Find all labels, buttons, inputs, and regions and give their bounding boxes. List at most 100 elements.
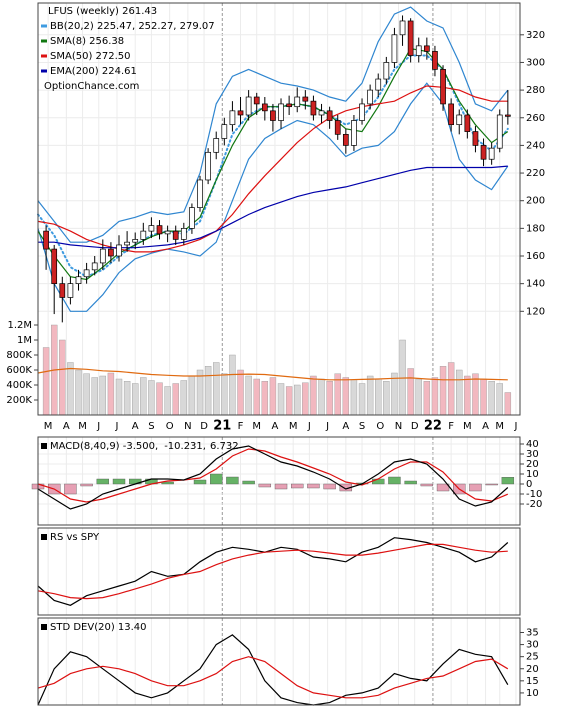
candle-body	[221, 124, 228, 139]
volume-bar	[342, 377, 350, 416]
volume-bar	[180, 380, 188, 416]
candle-body	[399, 20, 406, 36]
x-tick-label: M	[252, 421, 261, 432]
histogram-bar	[501, 477, 515, 485]
volume-bar	[204, 366, 212, 416]
volume-bar	[42, 347, 50, 416]
histogram-bar	[96, 478, 110, 485]
x-tick-label: 21	[213, 419, 231, 434]
volume-bar	[431, 377, 439, 416]
candle-body	[148, 225, 155, 232]
candle-body	[140, 230, 147, 240]
histogram-bar	[323, 483, 336, 490]
volume-tick-label: 200K	[6, 395, 32, 406]
y-tick-label: 260	[526, 113, 545, 124]
volume-bar	[75, 369, 82, 416]
candle-body	[415, 45, 422, 56]
x-tick-label: N	[184, 421, 191, 432]
legend-label: 6.732	[210, 441, 239, 452]
histogram-bar	[258, 483, 272, 488]
volume-bar	[229, 354, 236, 416]
volume-bar	[91, 377, 98, 416]
panel-frame	[37, 436, 521, 526]
x-tick-label: S	[359, 421, 365, 432]
candle-body	[318, 110, 325, 116]
panel-title: MACD(8,40,9) -3.500,	[50, 441, 158, 452]
candle-body	[83, 269, 90, 278]
candle-body	[342, 133, 349, 146]
candle-body	[456, 114, 463, 126]
chart-title: LFUS (weekly) 261.43	[48, 6, 157, 17]
volume-bar	[358, 383, 366, 416]
y-tick-label: 300	[526, 57, 545, 68]
candle-body	[383, 62, 390, 80]
candle-body	[375, 78, 382, 91]
volume-bar	[407, 368, 414, 416]
volume-bar	[164, 386, 171, 416]
candle-body	[237, 110, 244, 116]
volume-bar	[366, 375, 374, 416]
volume-bar	[140, 377, 147, 416]
x-tick-label: M	[495, 421, 504, 432]
x-tick-label: A	[342, 421, 349, 432]
volume-bar	[447, 362, 455, 416]
volume-bar	[196, 369, 204, 416]
volume-tick-label: 1.2M	[7, 320, 32, 331]
volume-bar	[423, 381, 431, 416]
candle-body	[172, 230, 179, 240]
indicator-line	[37, 656, 509, 699]
histogram-bar	[404, 480, 417, 485]
volume-bar	[456, 369, 463, 416]
candle-body	[261, 103, 268, 112]
panel-frame	[37, 617, 521, 706]
volume-sma-line	[37, 367, 508, 381]
histogram-bar	[193, 479, 207, 485]
watermark: OptionChance.com	[44, 81, 139, 92]
signal-line	[37, 448, 509, 503]
volume-bar	[188, 375, 196, 416]
candle-body	[164, 230, 171, 235]
volume-bar	[99, 375, 107, 416]
x-tick-label: A	[63, 421, 70, 432]
candle-body	[99, 248, 106, 264]
candle-body	[448, 103, 454, 126]
volume-bar	[375, 378, 382, 416]
candle-body	[423, 45, 430, 52]
legend-label: -10.231,	[164, 441, 206, 452]
legend-label: EMA(200) 224.61	[50, 66, 137, 77]
volume-tick-label: 1M	[17, 335, 32, 346]
x-tick-label: O	[376, 421, 384, 432]
candle-body	[253, 96, 260, 105]
panel-title: RS vs SPY	[50, 532, 100, 543]
macd-line	[37, 445, 509, 510]
panel-frame	[37, 2, 521, 416]
candle-body	[472, 131, 479, 146]
volume-bar	[156, 382, 163, 416]
legend-swatch	[41, 624, 47, 630]
volume-tick-label: 400K	[6, 380, 32, 391]
y-tick-label: 140	[526, 279, 545, 290]
y-tick-label: -20	[526, 499, 542, 510]
volume-bar	[415, 378, 422, 416]
volume-bar	[213, 362, 220, 416]
y-tick-label: 25	[526, 652, 539, 663]
histogram-bar	[372, 478, 385, 485]
candle-body	[59, 283, 66, 298]
volume-bar	[350, 379, 358, 416]
candle-body	[464, 114, 471, 132]
volume-bar	[326, 381, 333, 416]
y-tick-label: 220	[526, 168, 545, 179]
candle-body	[480, 145, 487, 160]
volume-bar	[277, 383, 285, 416]
volume-bar	[115, 378, 123, 416]
volume-tick-label: 800K	[6, 350, 32, 361]
candle-body	[294, 96, 301, 108]
candle-body	[43, 230, 49, 250]
histogram-bar	[226, 476, 239, 485]
candle-body	[91, 262, 98, 271]
indicator-line	[37, 537, 509, 606]
y-tick-label: 180	[526, 223, 545, 234]
volume-bar	[148, 380, 155, 416]
y-tick-label: 15	[526, 676, 539, 687]
volume-tick-label: 600K	[6, 365, 32, 376]
